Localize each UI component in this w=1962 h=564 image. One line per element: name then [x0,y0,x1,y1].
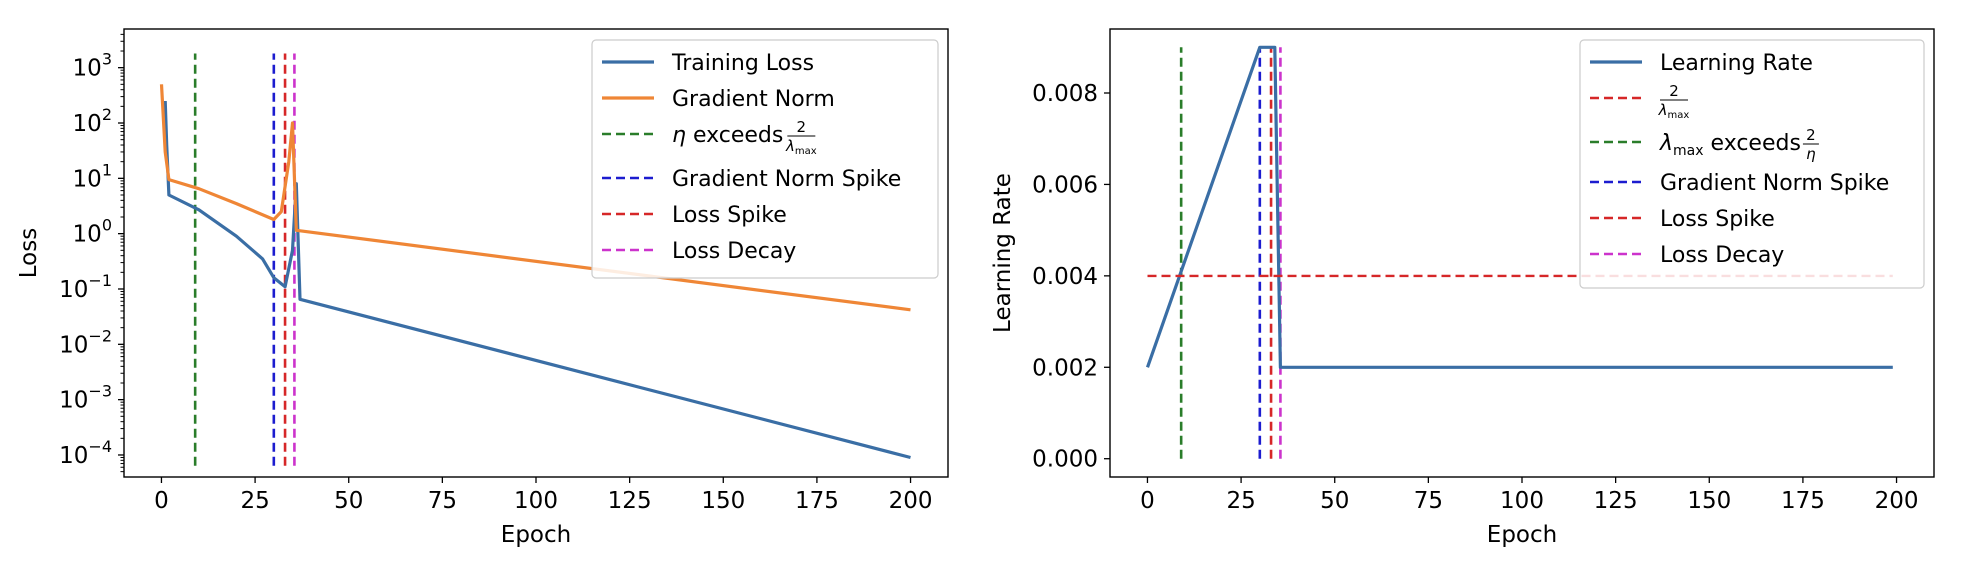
x-tick-label: 25 [240,488,269,514]
legend-label: Learning Rate [1660,51,1813,76]
y-tick-label: 101 [73,160,112,192]
series-line-2 [159,84,911,312]
x-tick-label: 125 [1594,488,1638,514]
x-tick-label: 200 [1875,488,1919,514]
chart-panel-1: 0 25 50 75 100 125 150 175 200 10−4 10−3 10−2 10−1 10… [16,28,949,548]
x-tick-label: 150 [701,488,745,514]
legend-label: Loss Spike [672,203,787,228]
x-tick-label: 25 [1226,488,1255,514]
x-tick-label: 50 [334,488,363,514]
legend-box [591,39,939,279]
fraction-denominator: λmax [785,137,817,157]
y-tick-label: 0.006 [1032,172,1098,198]
fraction-denominator: η [1806,145,1816,163]
y-tick-label: 10−4 [59,437,112,469]
x-tick-label: 75 [1414,488,1443,514]
x-tick-label: 100 [1500,488,1544,514]
y-tick-label: 0.000 [1032,447,1098,473]
x-tick-label: 125 [608,488,652,514]
y-tick-label: 102 [73,105,112,137]
chart-panel-2: 0 25 50 75 100 125 150 175 200 0.000 0.002 0.004 0.0… [990,28,1935,548]
legend-label: Loss Decay [1660,243,1784,268]
x-tick-label: 175 [795,488,839,514]
y-tick-label: 10−1 [59,271,112,303]
legend-label: Loss Spike [1660,207,1775,232]
legend: Training Loss Gradient Norm η exceeds 2λma… [591,39,939,279]
y-tick-label: 0.004 [1032,264,1098,290]
y-axis-label: Learning Rate [990,173,1016,333]
y-tick-label: 0.002 [1032,355,1098,381]
x-tick-label: 100 [514,488,558,514]
y-tick-label: 10−3 [59,382,112,414]
legend-label: Gradient Norm [672,87,835,112]
x-axis-label: Epoch [501,522,571,548]
fraction-numerator: 2 [1669,82,1679,100]
legend-label: λmax exceeds [1659,131,1801,159]
x-tick-label: 200 [889,488,933,514]
series-line-1 [1145,45,1893,369]
x-tick-label: 75 [428,488,457,514]
x-tick-label: 175 [1781,488,1825,514]
x-tick-label: 0 [1140,488,1155,514]
legend-label: Loss Decay [672,239,796,264]
y-tick-label: 103 [73,50,112,82]
legend-label: Gradient Norm Spike [1660,171,1889,196]
y-tick-label: 100 [73,216,112,248]
y-axis-label: Loss [16,228,42,278]
legend-label: Gradient Norm Spike [672,167,901,192]
x-tick-label: 50 [1320,488,1349,514]
x-tick-label: 0 [154,488,169,514]
legend-label: Training Loss [671,51,814,76]
legend-box [1579,39,1925,289]
fraction-numerator: 2 [1806,126,1816,144]
x-tick-label: 150 [1687,488,1731,514]
y-tick-label: 0.008 [1032,81,1098,107]
y-tick-label: 10−2 [59,326,112,358]
legend-label: η exceeds [672,123,783,148]
x-axis-label: Epoch [1487,522,1557,548]
fraction-denominator: λmax [1658,101,1690,121]
fraction-numerator: 2 [797,118,807,136]
legend-math-fraction: 2η [1802,126,1819,163]
